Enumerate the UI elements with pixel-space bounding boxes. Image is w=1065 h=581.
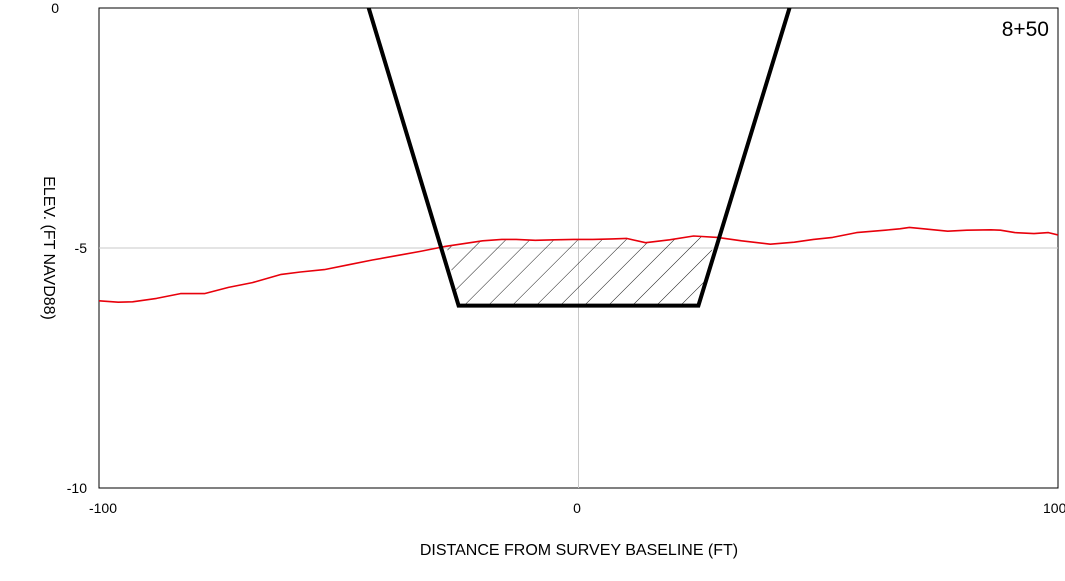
ground-profile-line xyxy=(99,226,1058,304)
station-label: 8+50 xyxy=(1002,18,1049,41)
y-tick-label-bottom: -10 xyxy=(67,480,87,496)
cut-hatch-area xyxy=(446,236,716,306)
x-axis-label: DISTANCE FROM SURVEY BASELINE (FT) xyxy=(420,542,738,559)
x-tick-label-center: 0 xyxy=(573,500,581,516)
y-axis-label: ELEV. (FT NAVD88) xyxy=(40,176,57,320)
y-tick-label-top: 0 xyxy=(51,0,59,16)
y-tick-label-mid: -5 xyxy=(75,240,88,256)
channel-template-line xyxy=(366,7,792,308)
x-tick-label-left: -100 xyxy=(89,500,117,516)
x-tick-label-right: 100 xyxy=(1043,500,1065,516)
